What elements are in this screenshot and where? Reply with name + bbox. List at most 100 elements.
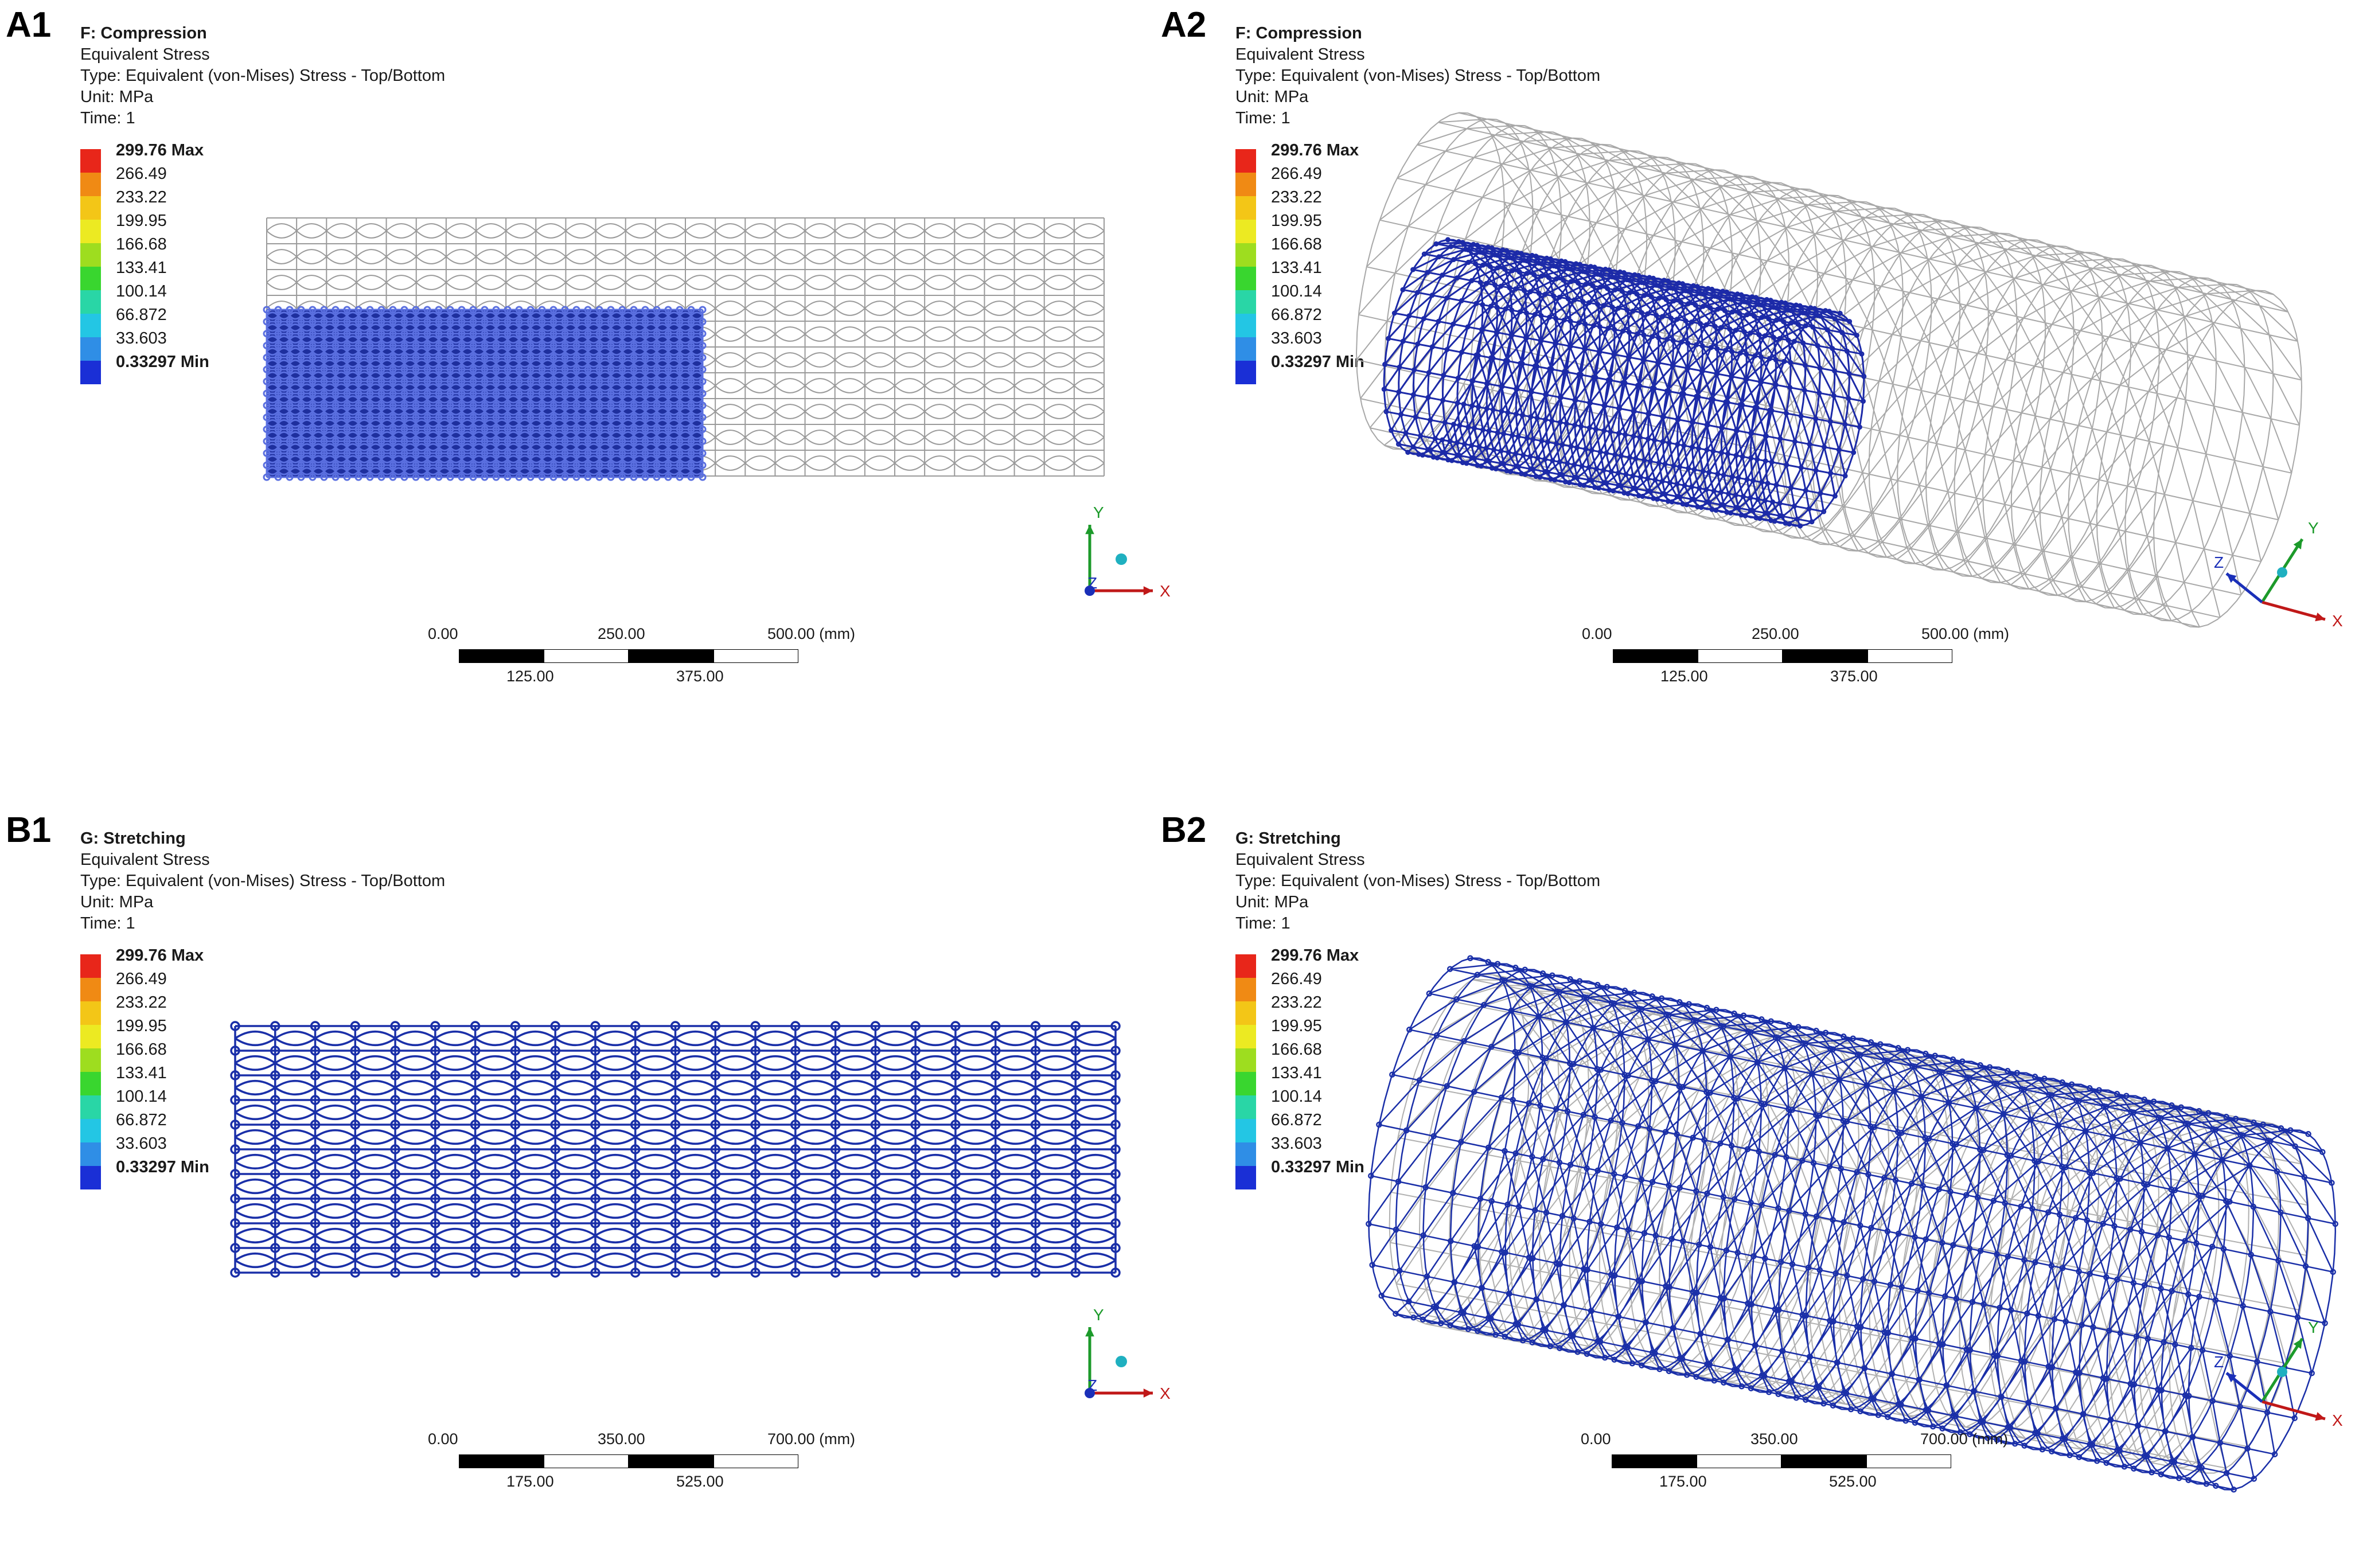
scale-label: 125.00 bbox=[1660, 668, 1708, 685]
stretched-stent-lattice-nodes bbox=[1366, 955, 2338, 1493]
stretched-stent-lattice-struts bbox=[234, 1025, 1117, 1274]
result-unit: Unit: MPa bbox=[80, 893, 154, 911]
legend-swatch bbox=[1235, 1072, 1256, 1095]
result-time: Time: 1 bbox=[1235, 914, 1290, 933]
z-axis-arrow-head bbox=[2227, 1373, 2237, 1383]
legend-value: 100.14 bbox=[116, 1087, 167, 1106]
legend-swatch bbox=[80, 196, 101, 220]
legend-swatch bbox=[80, 290, 101, 314]
scale-label: 375.00 bbox=[1830, 668, 1878, 685]
stent-model-iso bbox=[1355, 112, 2303, 628]
stent-model-side bbox=[263, 217, 1105, 481]
result-title: F: Compression bbox=[1235, 24, 1362, 42]
scale-label: 0.00 bbox=[1582, 625, 1612, 642]
result-type: Type: Equivalent (von-Mises) Stress - To… bbox=[1235, 872, 1601, 890]
panel-a2: A2 F: Compression Equivalent Stress Type… bbox=[1161, 5, 2355, 763]
axis-label-x: X bbox=[2332, 612, 2343, 630]
legend-swatch bbox=[1235, 220, 1256, 243]
triad-arrows: Y X Z bbox=[1085, 1306, 1171, 1402]
legend-swatch bbox=[1235, 314, 1256, 337]
scale-segment bbox=[713, 1454, 798, 1468]
legend-value: 66.872 bbox=[1271, 306, 1322, 324]
result-title: G: Stretching bbox=[1235, 829, 1341, 848]
scale-label: 250.00 bbox=[598, 625, 645, 642]
panel-b2: B2 G: Stretching Equivalent Stress Type:… bbox=[1161, 810, 2355, 1568]
axis-triad: Y X Z bbox=[2214, 519, 2343, 630]
legend-swatch bbox=[80, 954, 101, 978]
legend-swatch bbox=[1235, 149, 1256, 173]
scale-label: 175.00 bbox=[1659, 1473, 1707, 1490]
scale-segment bbox=[1781, 1454, 1866, 1468]
legend-value: 199.95 bbox=[116, 1017, 167, 1035]
scale-segment bbox=[1698, 649, 1783, 663]
result-subtitle: Equivalent Stress bbox=[80, 851, 210, 869]
scale-segment bbox=[713, 649, 798, 663]
compressed-inner-stent-struts bbox=[1383, 239, 1865, 527]
legend-value: 166.68 bbox=[1271, 1040, 1322, 1059]
result-title: G: Stretching bbox=[80, 829, 186, 848]
panel-b1: B1 G: Stretching Equivalent Stress Type:… bbox=[6, 810, 1227, 1568]
legend-swatch bbox=[80, 173, 101, 196]
y-axis-arrow-head bbox=[2293, 539, 2302, 549]
legend-value: 0.33297 Min bbox=[1271, 1158, 1364, 1176]
legend-swatch bbox=[80, 314, 101, 337]
legend-value: 233.22 bbox=[116, 188, 167, 206]
panel-label: B1 bbox=[6, 810, 52, 850]
panel-label: B2 bbox=[1161, 810, 1207, 850]
axis-label-z: Z bbox=[2214, 1353, 2224, 1371]
axis-label-y: Y bbox=[2308, 1319, 2319, 1336]
legend-swatch bbox=[1235, 1119, 1256, 1142]
legend-swatch bbox=[1235, 1001, 1256, 1025]
axis-triad: Y X Z bbox=[1085, 1306, 1171, 1402]
compressed-stent-lattice-struts bbox=[266, 309, 704, 478]
scale-label: 250.00 bbox=[1752, 625, 1799, 642]
result-unit: Unit: MPa bbox=[1235, 893, 1309, 911]
scale-label: 500.00 (mm) bbox=[767, 625, 856, 642]
legend-value: 166.68 bbox=[1271, 235, 1322, 253]
panel-label: A2 bbox=[1161, 5, 1207, 45]
stretched-stent-lattice bbox=[230, 1021, 1121, 1278]
legend-value: 33.603 bbox=[116, 329, 167, 348]
scale-label: 350.00 bbox=[598, 1430, 645, 1448]
scale-label: 0.00 bbox=[428, 1430, 458, 1448]
scale-segment bbox=[1612, 1454, 1697, 1468]
compressed-inner-stent-nodes bbox=[1381, 237, 1867, 529]
legend-value: 299.76 Max bbox=[1271, 141, 1359, 159]
stretched-stent-lattice-struts bbox=[1367, 957, 2337, 1491]
result-unit: Unit: MPa bbox=[80, 88, 154, 106]
scale-segment bbox=[1866, 1454, 1951, 1468]
y-axis-arrow-head bbox=[1085, 1327, 1094, 1337]
scale-segment bbox=[459, 649, 544, 663]
legend-swatch bbox=[80, 220, 101, 243]
result-header: F: Compression Equivalent Stress Type: E… bbox=[1235, 23, 1600, 129]
legend-swatch bbox=[80, 1001, 101, 1025]
legend-value: 233.22 bbox=[116, 993, 167, 1012]
legend-value: 0.33297 Min bbox=[116, 353, 209, 371]
legend-swatch bbox=[80, 978, 101, 1001]
scale-label: 700.00 (mm) bbox=[1920, 1430, 2009, 1448]
y-axis-arrow-head bbox=[2293, 1339, 2302, 1349]
scale-label: 0.00 bbox=[428, 625, 458, 642]
legend-swatch bbox=[80, 149, 101, 173]
legend-value: 66.872 bbox=[116, 1111, 167, 1129]
legend-swatch bbox=[1235, 243, 1256, 267]
legend-value: 100.14 bbox=[1271, 282, 1322, 301]
legend-value: 299.76 Max bbox=[1271, 946, 1359, 965]
result-subtitle: Equivalent Stress bbox=[80, 45, 210, 64]
legend-value: 266.49 bbox=[116, 165, 167, 183]
legend-swatch bbox=[1235, 978, 1256, 1001]
legend-value: 33.603 bbox=[1271, 329, 1322, 348]
legend-value: 166.68 bbox=[116, 235, 167, 253]
stretched-stent-lattice bbox=[1366, 955, 2338, 1493]
legend-swatch bbox=[80, 1142, 101, 1166]
stent-model-side bbox=[230, 1021, 1121, 1278]
legend-value: 266.49 bbox=[1271, 165, 1322, 183]
legend-value: 33.603 bbox=[1271, 1134, 1322, 1153]
scale-label: 525.00 bbox=[676, 1473, 724, 1490]
legend-value: 166.68 bbox=[116, 1040, 167, 1059]
result-subtitle: Equivalent Stress bbox=[1235, 851, 1365, 869]
result-header: G: Stretching Equivalent Stress Type: Eq… bbox=[80, 828, 445, 934]
result-header: G: Stretching Equivalent Stress Type: Eq… bbox=[1235, 828, 1600, 934]
legend-value: 0.33297 Min bbox=[1271, 353, 1364, 371]
x-axis-arrow-head bbox=[1143, 1388, 1153, 1398]
